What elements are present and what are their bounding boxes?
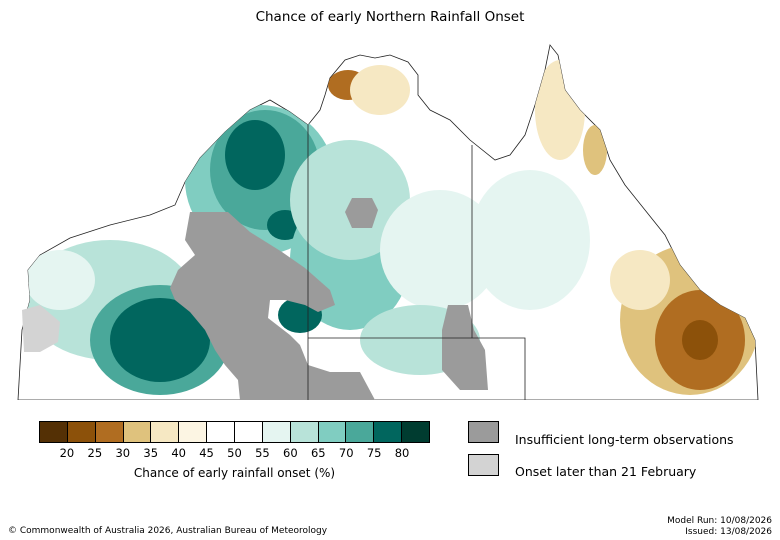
rainfall-onset-map xyxy=(17,44,759,400)
colorbar-tick-label: 25 xyxy=(87,446,103,460)
land-shading xyxy=(17,44,759,400)
colorbar-swatch xyxy=(374,422,403,442)
later-onset-area xyxy=(22,305,60,352)
colorbar-label: Chance of early rainfall onset (%) xyxy=(133,466,336,480)
colorbar-swatch xyxy=(67,422,96,442)
legend-label-insufficient: Insufficient long-term observations xyxy=(515,432,734,447)
colorbar-tick-label: 75 xyxy=(366,446,382,460)
colorbar-tick-label: 45 xyxy=(199,446,214,460)
colorbar-tick-label: 40 xyxy=(171,446,186,460)
colorbar-tick-label: 30 xyxy=(115,446,131,460)
colorbar-tick-label: 70 xyxy=(338,446,354,460)
insufficient-area-west xyxy=(170,212,375,400)
colorbar-tick-label: 60 xyxy=(283,446,298,460)
colorbar-swatch xyxy=(151,422,180,442)
insufficient-area-central xyxy=(345,198,378,228)
model-run-text: Model Run: 10/08/2026 xyxy=(667,516,772,526)
legend-swatch-insufficient xyxy=(468,421,499,443)
colorbar-swatch xyxy=(123,422,152,442)
colorbar-tick-label: 65 xyxy=(310,446,326,460)
colorbar-tick-label: 50 xyxy=(227,446,242,460)
issued-text: Issued: 13/08/2026 xyxy=(685,527,772,537)
insufficient-area-south xyxy=(442,305,488,390)
colorbar-tick-label: 55 xyxy=(255,446,270,460)
colorbar-swatch xyxy=(95,422,124,442)
colorbar-swatch xyxy=(290,422,319,442)
colorbar-tick-label: 35 xyxy=(143,446,159,460)
map-title: Chance of early Northern Rainfall Onset xyxy=(255,9,525,25)
colorbar-swatch xyxy=(346,422,375,442)
colorbar-swatch xyxy=(318,422,347,442)
legend-swatch-later xyxy=(468,454,499,476)
colorbar-tick-label: 20 xyxy=(59,446,75,460)
colorbar-swatch xyxy=(207,422,236,442)
colorbar-swatch xyxy=(235,422,263,442)
copyright-text: © Commonwealth of Australia 2026, Austra… xyxy=(8,526,328,536)
colorbar-swatch xyxy=(179,422,208,442)
colorbar-swatch xyxy=(262,422,291,442)
colorbar-swatch xyxy=(402,422,430,442)
colorbar-swatch xyxy=(40,422,68,442)
colorbar xyxy=(39,421,430,443)
run-info: Model Run: 10/08/2026 Issued: 13/08/2026 xyxy=(667,516,772,538)
colorbar-tick-label: 80 xyxy=(394,446,410,460)
state-borders xyxy=(307,125,526,400)
legend-label-later: Onset later than 21 February xyxy=(515,464,697,479)
